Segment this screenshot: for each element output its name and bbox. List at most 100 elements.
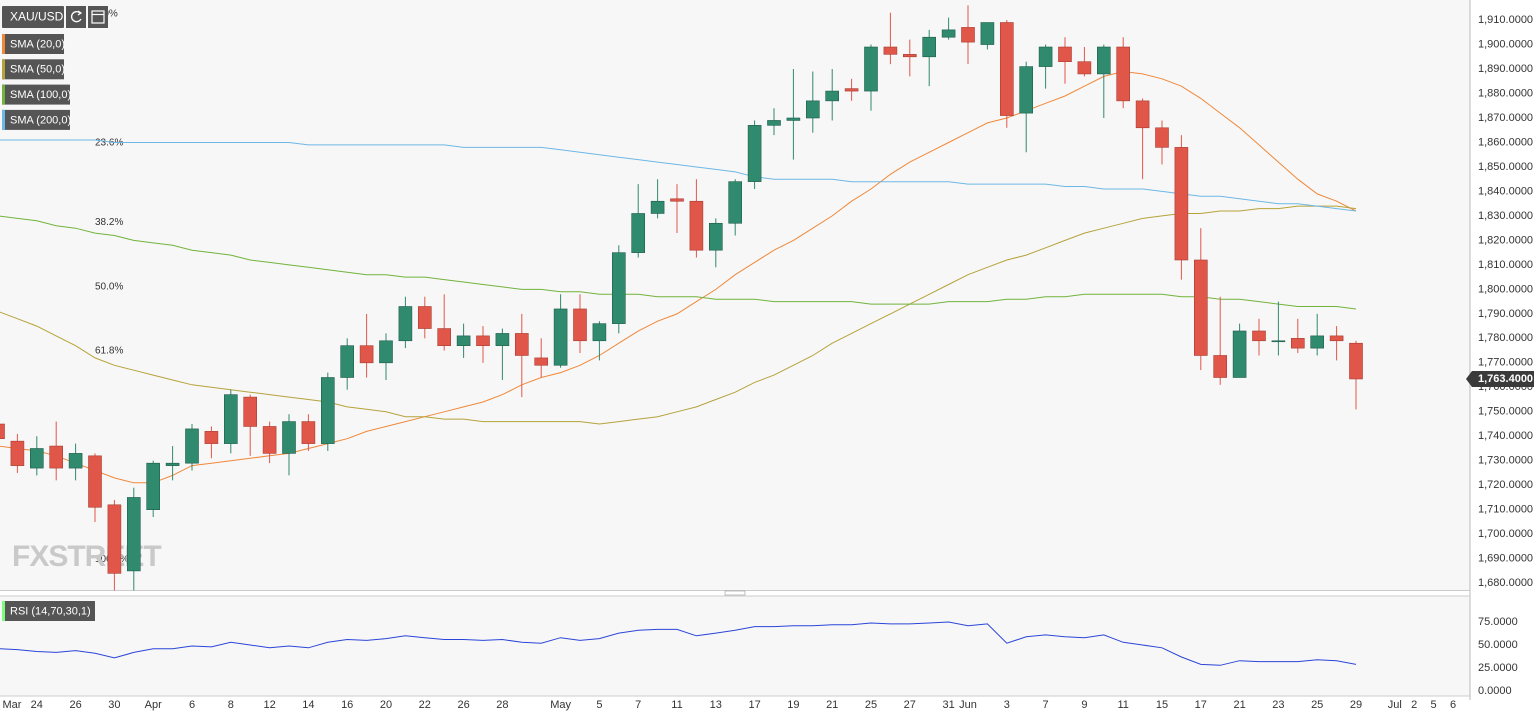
- candle-body: [476, 335, 490, 346]
- y-tick-label: 1,900.0000: [1478, 38, 1533, 50]
- calendar-button[interactable]: [88, 6, 108, 28]
- last-price-label: 1,763.4000: [1478, 373, 1533, 385]
- resize-handle[interactable]: [724, 590, 746, 596]
- x-tick-label: 2: [1411, 699, 1417, 711]
- x-tick-label: 17: [748, 699, 760, 711]
- candle-body: [398, 306, 413, 342]
- marks-layer: [0, 5, 1363, 666]
- candle-body: [844, 88, 859, 92]
- y-tick-label: 1,820.0000: [1478, 234, 1533, 246]
- candle-body: [282, 421, 296, 454]
- candle-body: [1329, 335, 1344, 342]
- candle-body: [243, 396, 257, 427]
- x-tick-label: 11: [1117, 699, 1128, 711]
- candle-body: [1058, 46, 1072, 62]
- x-tick-label: 24: [31, 699, 43, 711]
- candle-body: [185, 428, 199, 464]
- candle-body: [805, 100, 820, 119]
- candle-body: [670, 198, 684, 202]
- candle-body: [747, 125, 762, 182]
- candle-body: [1194, 259, 1208, 356]
- candle-body: [825, 90, 840, 102]
- y-tick-label: 1,770.0000: [1478, 357, 1533, 369]
- x-tick-label: 6: [1450, 699, 1456, 711]
- candle-body: [1097, 46, 1111, 75]
- y-tick-label: 1,860.0000: [1478, 136, 1533, 148]
- candle-body: [29, 448, 44, 469]
- candle-body: [573, 308, 587, 342]
- candle-body: [204, 431, 219, 444]
- rsi-title: RSI (14,70,30,1): [10, 605, 91, 617]
- fib-level-label: 50.0%: [95, 281, 123, 292]
- x-tick-label: 3: [1004, 699, 1010, 711]
- candle-body: [1213, 355, 1227, 378]
- candle-body: [146, 462, 160, 511]
- sma-line: [0, 205, 1357, 425]
- x-tick-label: 21: [1233, 699, 1245, 711]
- refresh-icon: [77, 10, 83, 16]
- x-tick-label: 6: [189, 699, 195, 711]
- sma-line: [0, 215, 1357, 310]
- candle-body: [437, 328, 452, 346]
- y-tick-label: 1,840.0000: [1478, 185, 1533, 197]
- candle-body: [553, 308, 568, 366]
- candle-body: [961, 27, 975, 43]
- x-tick-label: 22: [419, 699, 431, 711]
- candle-body: [359, 345, 374, 364]
- candle-body: [1155, 127, 1169, 148]
- legend-swatch: [2, 59, 5, 80]
- candle-body: [340, 345, 355, 378]
- x-tick-label: Jul: [1388, 699, 1402, 711]
- x-tick-label: 23: [1272, 699, 1284, 711]
- candle-body: [1019, 66, 1034, 114]
- y-tick-label: 1,890.0000: [1478, 63, 1533, 75]
- refresh-icon: [71, 11, 82, 23]
- rsi-tick-label: 50.0000: [1478, 639, 1518, 651]
- x-tick-label: 27: [904, 699, 916, 711]
- candle-body: [0, 423, 5, 440]
- candle-body: [1271, 340, 1286, 343]
- candle-body: [980, 22, 995, 45]
- candle-body: [864, 46, 878, 92]
- refresh-button[interactable]: [66, 6, 86, 28]
- candle-body: [379, 340, 393, 364]
- legend-box: [2, 84, 70, 105]
- x-tick-label: 5: [1431, 699, 1437, 711]
- x-tick-label: 26: [457, 699, 469, 711]
- x-tick-label: 21: [826, 699, 838, 711]
- x-tick-label: 19: [787, 699, 799, 711]
- x-tick-label: 15: [1156, 699, 1168, 711]
- x-tick-label: Jun: [959, 699, 977, 711]
- y-tick-label: 1,830.0000: [1478, 210, 1533, 222]
- symbol: XAU/USD: [10, 10, 64, 24]
- symbol-box[interactable]: [2, 6, 64, 28]
- candle-body: [999, 22, 1014, 116]
- legend-label: SMA (200,0): [10, 114, 71, 126]
- rsi-panel: [0, 596, 1470, 696]
- x-tick-label: 30: [108, 699, 120, 711]
- legend-swatch: [2, 84, 5, 105]
- y-tick-label: 1,700.0000: [1478, 528, 1533, 540]
- x-tick-label: 29: [1350, 699, 1362, 711]
- legend-box: [2, 109, 70, 130]
- y-tick-label: 1,710.0000: [1478, 504, 1533, 516]
- legend-label: SMA (100,0): [10, 89, 71, 101]
- candle-body: [49, 445, 64, 469]
- candle-body: [1252, 330, 1266, 342]
- rsi-label-box: [2, 601, 95, 621]
- candle-body: [1116, 46, 1130, 102]
- legend-box: [2, 34, 64, 54]
- candle-body: [922, 36, 937, 58]
- candle-body: [456, 335, 471, 346]
- fib-level-label: 23.6%: [95, 137, 123, 148]
- candle-body: [1038, 46, 1053, 67]
- candle-body: [1174, 147, 1189, 261]
- candle-body: [689, 200, 704, 251]
- candle-body: [514, 333, 529, 356]
- y-axis-area: [1470, 0, 1536, 716]
- rsi-tick-label: 25.0000: [1478, 662, 1518, 674]
- candle-body: [224, 394, 238, 444]
- fib-level-label: 38.2%: [95, 217, 123, 228]
- y-tick-label: 1,690.0000: [1478, 553, 1533, 565]
